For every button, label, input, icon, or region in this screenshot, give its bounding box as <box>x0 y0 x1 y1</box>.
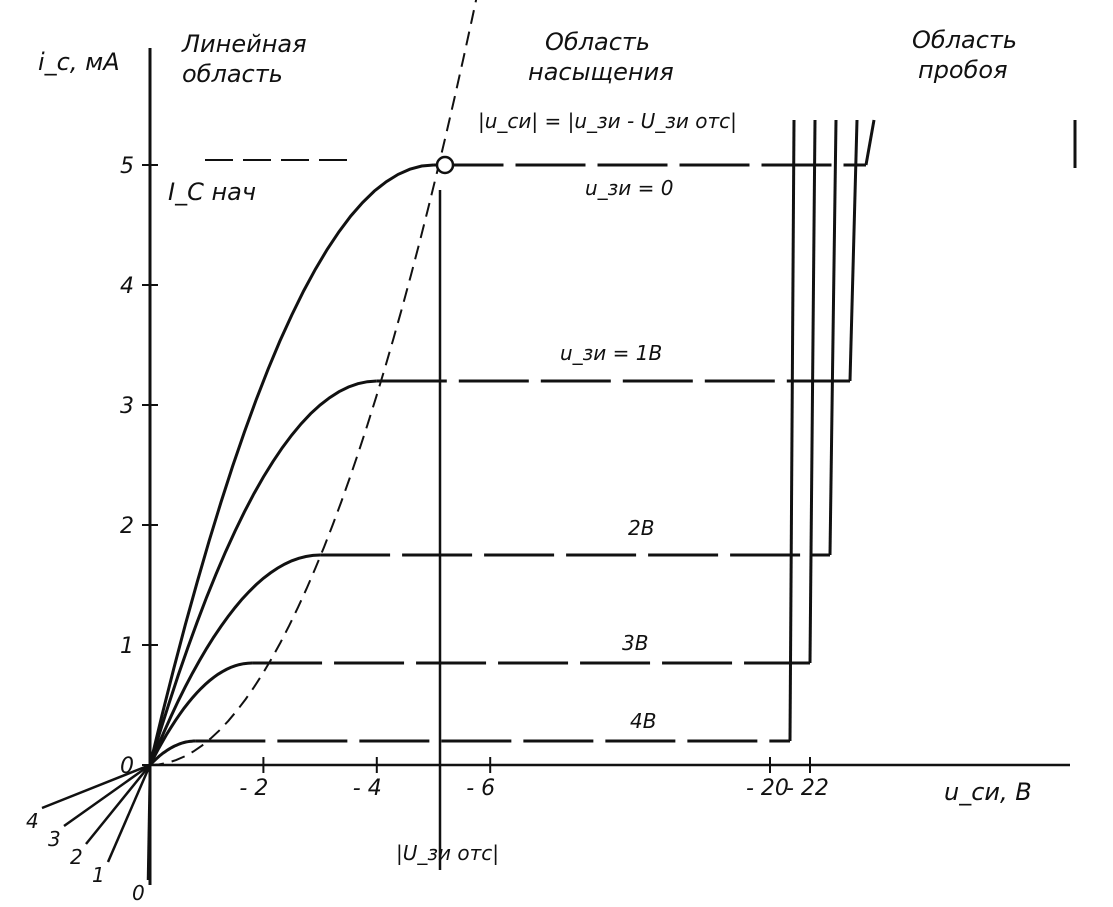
region-linear-line2: область <box>182 60 283 88</box>
region-breakdown-line1: Область <box>912 26 1017 54</box>
region-breakdown-line2: пробоя <box>918 56 1008 84</box>
x-tick-label: - 20 <box>746 776 789 801</box>
series-curve-linear <box>148 661 253 766</box>
series-curve-linear <box>148 163 434 766</box>
pinchoff-label: |U_зи отс| <box>396 841 499 865</box>
y-tick-label: 4 <box>120 274 134 299</box>
region-saturation-line2: насыщения <box>528 58 674 86</box>
series-low-label: 4 <box>26 809 39 833</box>
series-breakdown-line <box>848 119 859 382</box>
series-label: u_зи = 1В <box>560 341 662 365</box>
y-tick-label: 2 <box>120 514 134 539</box>
x-tick-label: - 2 <box>239 776 268 801</box>
series-breakdown-line <box>808 119 817 664</box>
series-low-label: 3 <box>48 827 61 851</box>
series-curve-linear <box>148 739 196 767</box>
series-label: 3В <box>622 631 648 655</box>
series-low-label: 1 <box>92 863 105 887</box>
i-start-label: I_С нач <box>168 178 256 206</box>
region-saturation-line1: Область <box>545 28 650 56</box>
series-breakdown-line <box>864 119 876 166</box>
series-label: 2В <box>628 516 654 540</box>
series-low-label: 2 <box>70 845 83 869</box>
series-negative-extension <box>106 764 152 863</box>
region-linear-line1: Линейная <box>181 30 307 58</box>
series-breakdown-line <box>788 119 796 742</box>
series-negative-extension <box>63 763 151 828</box>
series-curve-linear <box>148 553 321 766</box>
saturation-boundary-curve <box>149 0 478 766</box>
y-tick-label: 1 <box>120 634 134 659</box>
x-tick-label: - 6 <box>466 776 495 801</box>
x-tick-label: - 22 <box>786 776 829 801</box>
series-negative-extension <box>85 764 151 845</box>
pinchoff-point <box>435 155 455 175</box>
series-curve-linear <box>148 379 377 766</box>
boundary-formula: |u_си| = |u_зи - U_зи отс| <box>478 109 737 133</box>
x-tick-label: - 4 <box>353 776 382 801</box>
series-negative-extension <box>41 763 151 810</box>
series-low-label: 0 <box>132 881 145 905</box>
x-axis-label: u_си, В <box>944 778 1032 806</box>
series-negative-extension <box>146 764 152 881</box>
y-tick-label: 3 <box>120 394 134 419</box>
series-breakdown-line <box>828 119 838 556</box>
series-label: 4В <box>630 709 656 733</box>
y-tick-label: 5 <box>120 154 134 179</box>
y-axis-label: i_c, мА <box>38 48 120 76</box>
series-label: u_зи = 0 <box>585 176 674 200</box>
